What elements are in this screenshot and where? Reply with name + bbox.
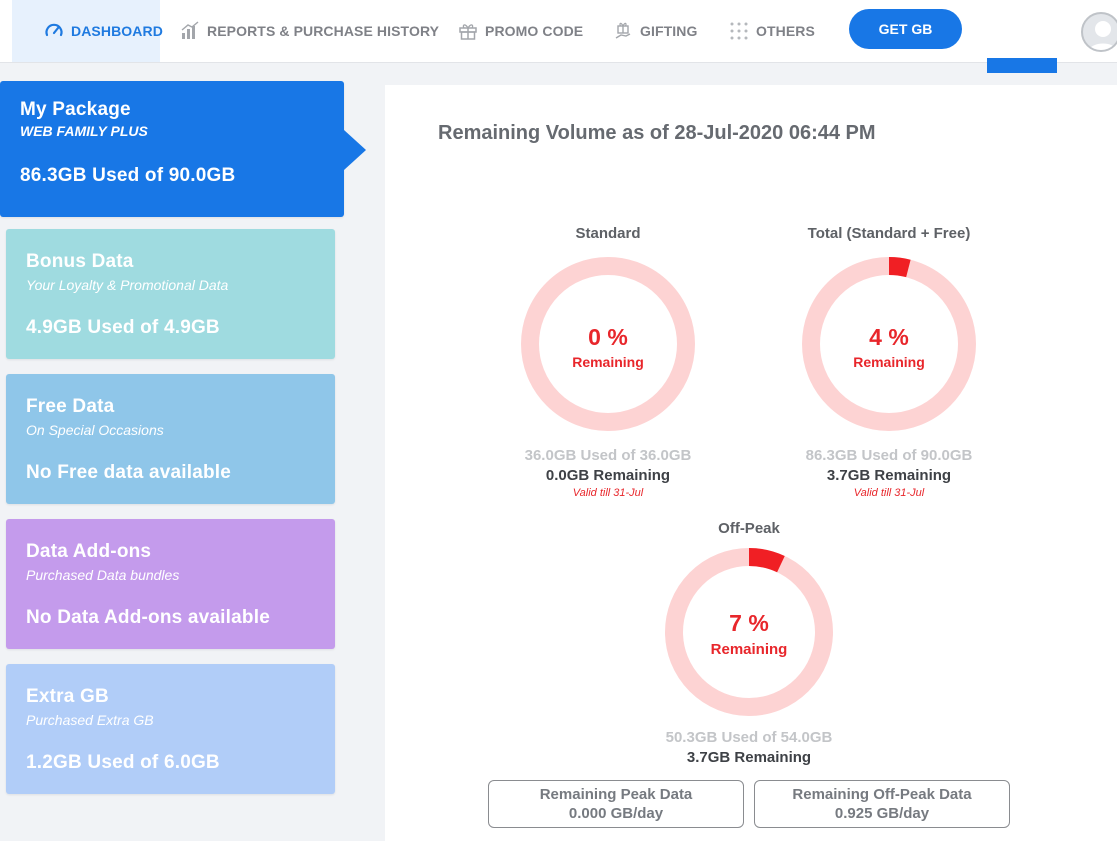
gauge-offpeak-label: Off-Peak — [718, 520, 780, 537]
gauge-offpeak-used: 50.3GB Used of 54.0GB — [665, 729, 833, 746]
card-subtitle: Your Loyalty & Promotional Data — [26, 277, 229, 293]
gauge-remaining-word: Remaining — [853, 354, 925, 370]
bar-chart-icon — [180, 21, 200, 41]
gauge-percent: 0 % — [588, 324, 628, 350]
get-gb-button[interactable]: GET GB — [849, 9, 962, 49]
card-title: Extra GB — [26, 686, 109, 707]
card-value: No Data Add-ons available — [26, 607, 270, 628]
gauge-standard-remaining: 0.0GB Remaining — [545, 467, 671, 484]
card-value: No Free data available — [26, 462, 232, 483]
card-title: My Package — [20, 99, 131, 120]
gauge-total-used: 86.3GB Used of 90.0GB — [805, 447, 973, 464]
peak-data-label: Remaining Peak Data — [539, 786, 693, 803]
nav-dashboard-label: DASHBOARD — [71, 23, 163, 39]
nav-reports[interactable]: REPORTS & PURCHASE HISTORY — [180, 0, 439, 62]
user-silhouette-icon — [1088, 21, 1117, 50]
gift-box-icon — [458, 21, 478, 41]
top-nav: DASHBOARD REPORTS & PURCHASE HISTORY PRO… — [0, 0, 1117, 63]
peak-data-box: Remaining Peak Data 0.000 GB/day — [488, 780, 744, 828]
card-free-data[interactable]: Free Data On Special Occasions No Free d… — [6, 374, 335, 504]
card-title: Data Add-ons — [26, 541, 152, 562]
card-data-addons[interactable]: Data Add-ons Purchased Data bundles No D… — [6, 519, 335, 649]
nav-reports-label: REPORTS & PURCHASE HISTORY — [207, 23, 440, 39]
gauge-standard: 0 % Remaining — [520, 256, 696, 432]
header-strip — [987, 58, 1057, 73]
card-subtitle: WEB FAMILY PLUS — [20, 123, 148, 139]
gauge-percent: 4 % — [869, 324, 909, 350]
nav-gifting[interactable]: GIFTING — [613, 0, 697, 62]
card-subtitle: Purchased Extra GB — [26, 712, 154, 728]
gauge-percent: 7 % — [729, 610, 769, 636]
active-card-pointer — [344, 130, 366, 170]
user-avatar[interactable] — [1081, 12, 1117, 52]
card-value: 1.2GB Used of 6.0GB — [26, 752, 220, 773]
offpeak-data-value: 0.925 GB/day — [834, 805, 930, 822]
card-my-package[interactable]: My Package WEB FAMILY PLUS 86.3GB Used o… — [0, 81, 344, 217]
gift-hand-icon — [613, 21, 633, 41]
gauge-ring — [665, 548, 833, 716]
gauge-remaining-word: Remaining — [710, 641, 788, 658]
offpeak-data-label: Remaining Off-Peak Data — [792, 786, 972, 803]
peak-data-value: 0.000 GB/day — [568, 805, 664, 822]
speedometer-icon — [44, 21, 64, 41]
gauge-total: 4 % Remaining — [801, 256, 977, 432]
card-bonus-data[interactable]: Bonus Data Your Loyalty & Promotional Da… — [6, 229, 335, 359]
gauge-standard-valid: Valid till 31-Jul — [572, 487, 644, 499]
gauge-standard-label: Standard — [575, 225, 641, 242]
offpeak-data-box: Remaining Off-Peak Data 0.925 GB/day — [754, 780, 1010, 828]
nav-promo-code[interactable]: PROMO CODE — [458, 0, 583, 62]
gauge-total-valid: Valid till 31-Jul — [853, 487, 925, 499]
card-subtitle: Purchased Data bundles — [26, 567, 180, 583]
nav-dashboard[interactable]: DASHBOARD — [12, 0, 163, 62]
gauge-standard-used: 36.0GB Used of 36.0GB — [524, 447, 692, 464]
card-title: Bonus Data — [26, 251, 134, 272]
ring-fill — [802, 257, 976, 431]
nav-others-label: OTHERS — [756, 23, 815, 39]
gauge-ring — [521, 257, 695, 431]
card-extra-gb[interactable]: Extra GB Purchased Extra GB 1.2GB Used o… — [6, 664, 335, 794]
ring-track — [521, 257, 695, 431]
gauge-offpeak: 7 % Remaining — [664, 547, 834, 717]
card-subtitle: On Special Occasions — [26, 422, 164, 438]
card-value: 86.3GB Used of 90.0GB — [20, 165, 236, 186]
ring-fill — [665, 548, 833, 716]
dots-grid-icon — [729, 21, 749, 41]
nav-gifting-label: GIFTING — [640, 23, 698, 39]
gauge-offpeak-remaining: 3.7GB Remaining — [686, 749, 812, 766]
panel-title: Remaining Volume as of 28-Jul-2020 06:44… — [438, 122, 876, 144]
nav-others[interactable]: OTHERS — [729, 0, 815, 62]
gauge-total-label: Total (Standard + Free) — [807, 225, 971, 242]
gauge-ring — [802, 257, 976, 431]
gauge-total-remaining: 3.7GB Remaining — [826, 467, 952, 484]
card-title: Free Data — [26, 396, 115, 417]
card-value: 4.9GB Used of 4.9GB — [26, 317, 220, 338]
nav-promo-label: PROMO CODE — [485, 23, 584, 39]
gauge-remaining-word: Remaining — [572, 354, 644, 370]
